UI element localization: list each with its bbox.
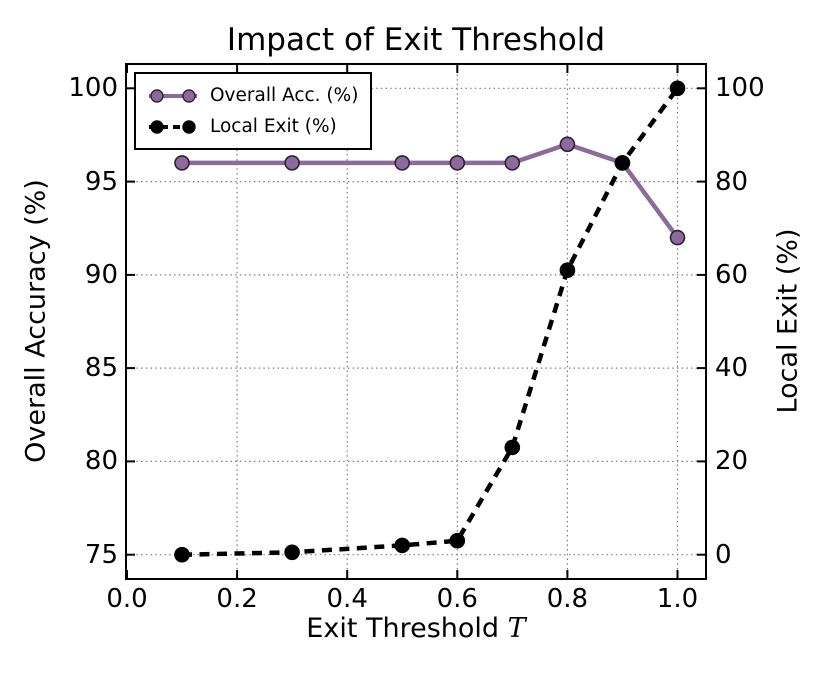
chart-canvas	[127, 65, 705, 578]
data-point-marker	[559, 262, 576, 278]
series-line	[182, 142, 680, 239]
x-tick-label: 1.0	[656, 584, 699, 614]
series-line	[181, 86, 680, 557]
legend-label: Local Exit (%)	[210, 116, 337, 137]
y-axis-label-right: Local Exit (%)	[772, 228, 804, 414]
y-tick-label-left: 85	[84, 353, 118, 384]
legend-sample-dashed-line	[149, 119, 197, 134]
legend-item: Local Exit (%)	[145, 111, 358, 142]
data-point-marker	[449, 532, 466, 549]
y-tick-label-right: 80	[715, 166, 749, 197]
y-axis-label-left: Overall Accuracy (%)	[20, 179, 52, 463]
data-point-marker	[669, 80, 686, 97]
y-tick-label-right: 100	[715, 73, 765, 104]
y-tick-label-left: 95	[84, 166, 118, 197]
data-point-marker	[449, 155, 466, 171]
y-tick-label-left: 90	[84, 259, 118, 290]
data-point-marker	[559, 136, 576, 153]
data-point-marker	[504, 155, 521, 171]
x-tick-label: 0.0	[106, 584, 148, 614]
y-tick-label-right: 60	[715, 259, 749, 290]
legend: Overall Acc. (%) Local Exit (%)	[134, 72, 373, 150]
legend-sample-solid-line	[149, 88, 197, 103]
y-tick-label-right: 40	[715, 353, 749, 384]
x-axis-label: Exit Threshold T	[125, 613, 707, 644]
data-point-marker	[284, 155, 300, 171]
data-point-marker	[174, 155, 190, 171]
y-tick-label-left: 75	[84, 539, 118, 570]
data-point-marker	[394, 537, 411, 554]
data-point-marker	[669, 229, 686, 246]
legend-label: Overall Acc. (%)	[210, 85, 359, 106]
data-point-marker	[174, 546, 190, 563]
y-tick-label-right: 20	[715, 446, 749, 477]
legend-item: Overall Acc. (%)	[145, 80, 358, 111]
data-point-marker	[394, 155, 411, 171]
y-tick-label-left: 100	[68, 73, 118, 104]
y-tick-label-left: 80	[84, 446, 118, 477]
x-tick-label: 0.4	[326, 584, 368, 614]
data-point-marker	[284, 544, 300, 561]
x-tick-label: 0.6	[436, 584, 478, 614]
y-tick-label-right: 0	[715, 539, 732, 570]
data-point-marker	[614, 155, 631, 171]
x-axis-label-variable: T	[507, 613, 526, 644]
chart-title: Impact of Exit Threshold	[226, 22, 606, 58]
x-axis-label-text: Exit Threshold	[306, 613, 500, 644]
x-tick-label: 0.2	[216, 584, 258, 614]
data-point-marker	[504, 439, 521, 456]
x-tick-label: 0.8	[546, 584, 589, 614]
